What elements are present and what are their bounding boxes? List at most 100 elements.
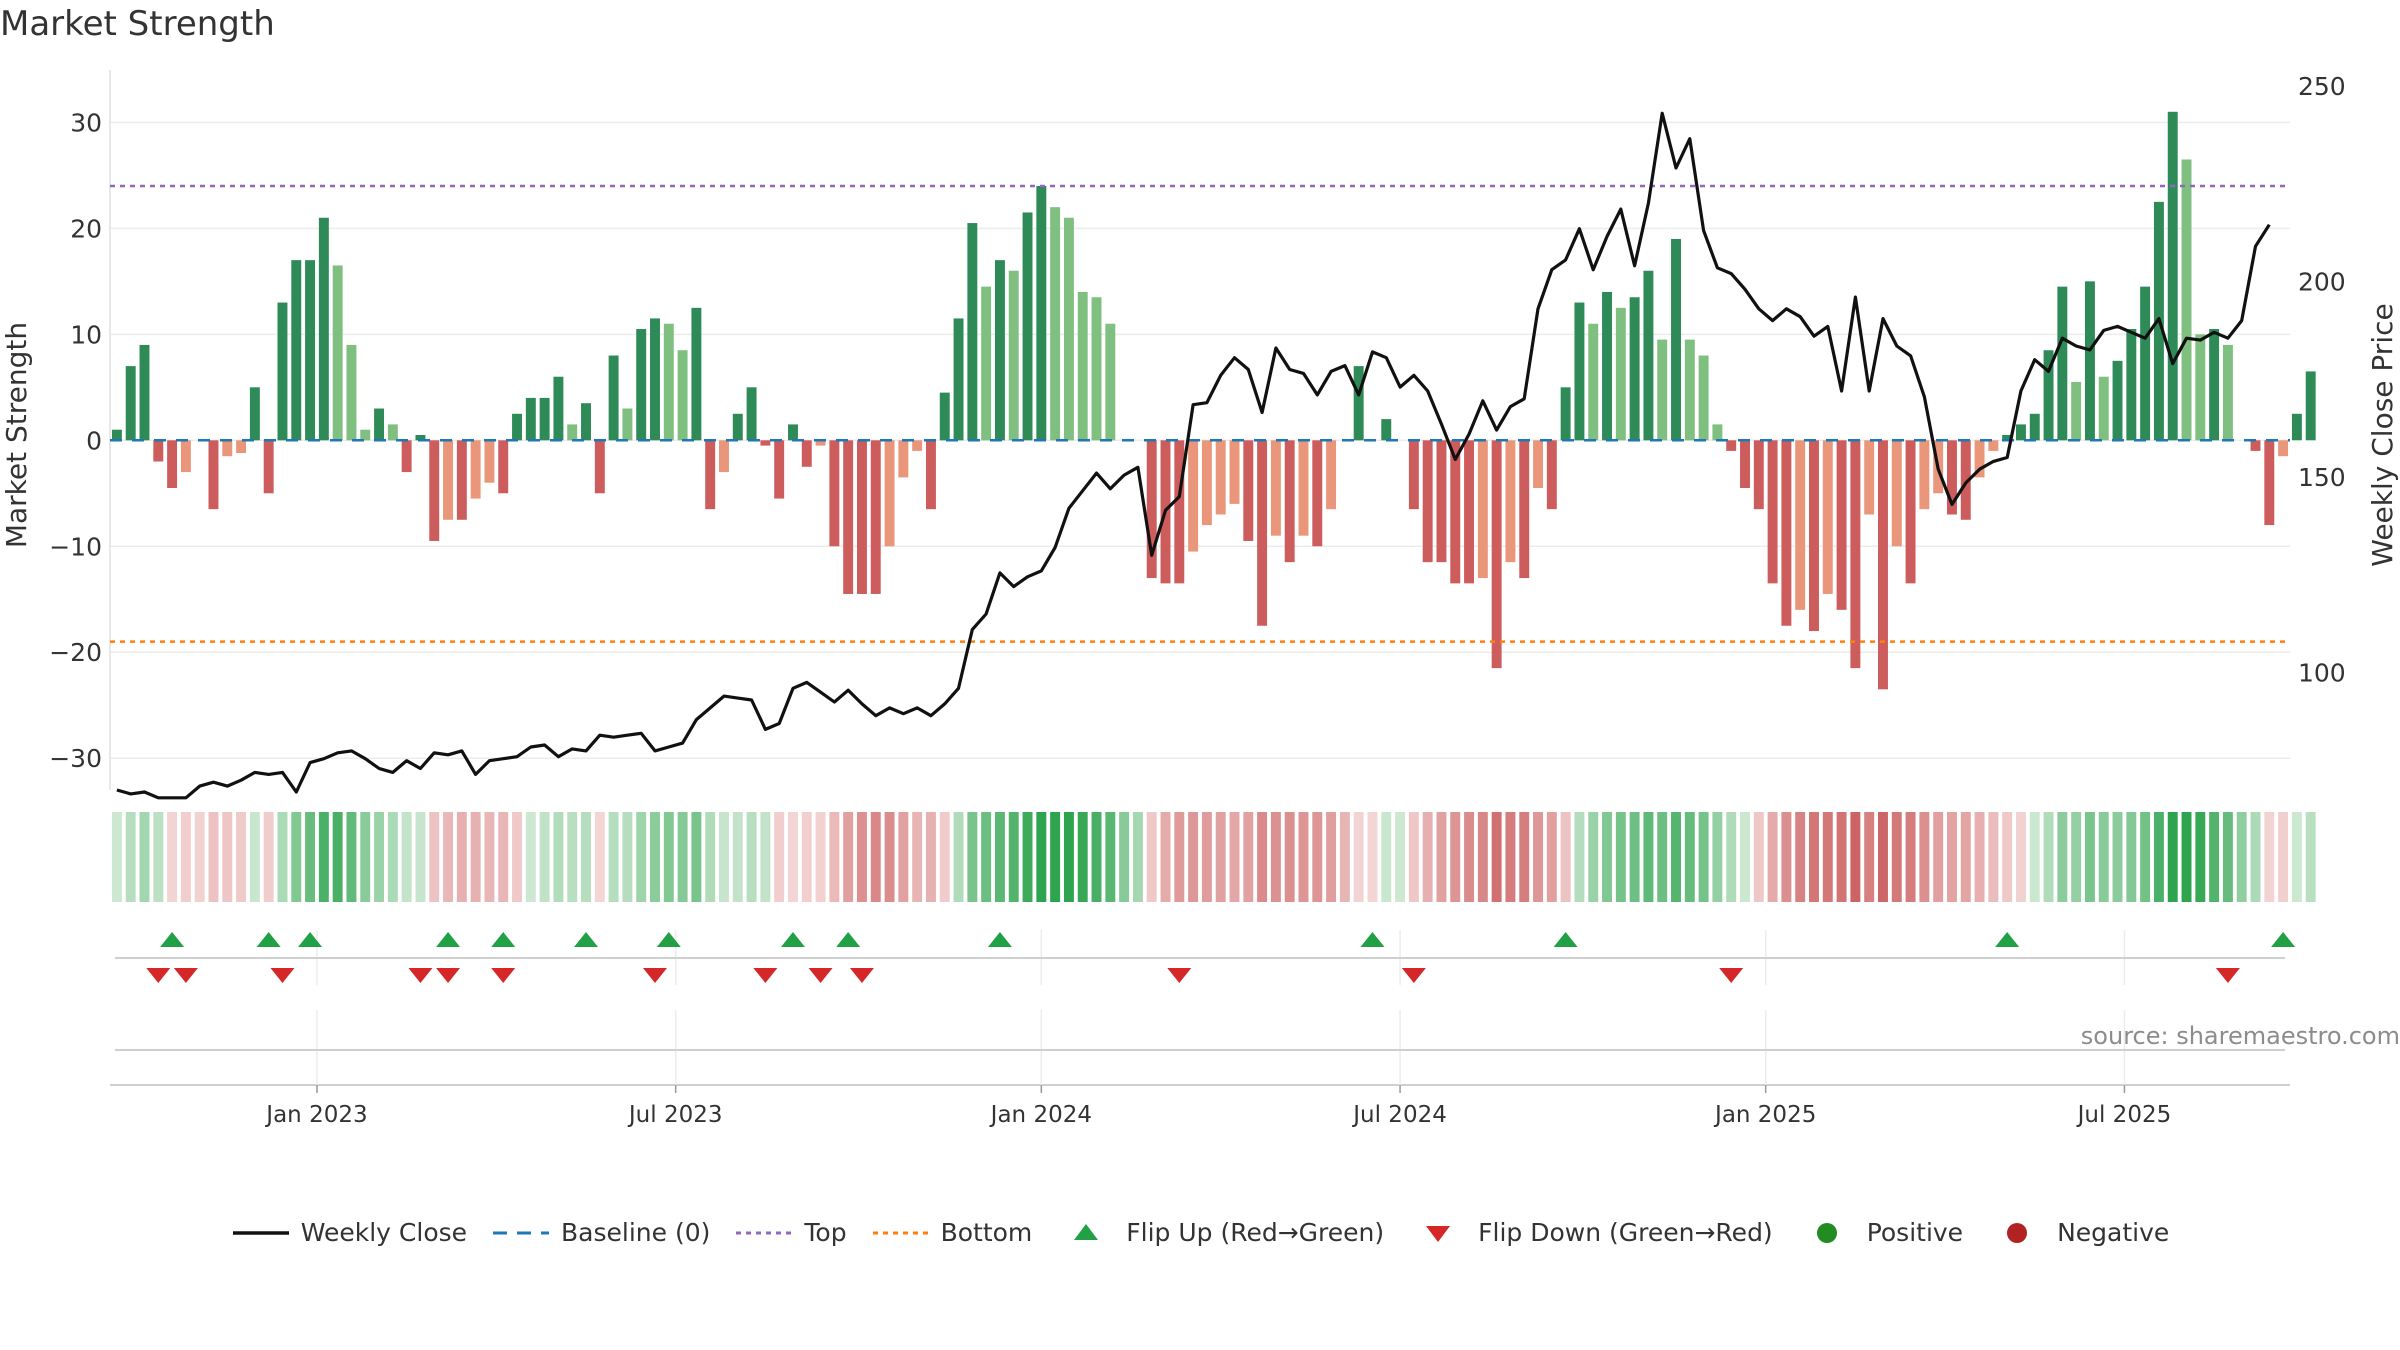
bar-negative — [1988, 440, 1999, 451]
heat-cell — [1464, 812, 1475, 902]
bar-positive — [1643, 270, 1654, 441]
bar-positive — [360, 429, 371, 441]
weekly-close-line — [116, 111, 2271, 800]
heat-cell — [1284, 812, 1295, 902]
flip-down-marker — [808, 968, 833, 983]
bar-negative — [594, 440, 605, 494]
heat-cell — [2264, 812, 2275, 902]
heat-cell — [1809, 812, 1819, 902]
heat-cell — [815, 812, 826, 902]
heat-cell — [732, 812, 743, 902]
x-tick-label: Jul 2024 — [1351, 1102, 1447, 1128]
y-tick-label: −30 — [49, 744, 102, 773]
legend-item: Weekly Close — [231, 1218, 467, 1247]
y2-tick-label: 200 — [2298, 267, 2346, 296]
flip-down-marker — [270, 968, 295, 983]
heat-cell — [1022, 812, 1033, 902]
bar-positive — [2305, 371, 2316, 441]
bar-positive — [512, 413, 522, 441]
heat-cell — [456, 812, 467, 902]
heat-cell — [1795, 812, 1806, 902]
heat-cell — [111, 812, 122, 902]
bar-positive — [139, 344, 150, 441]
bar-negative — [429, 440, 440, 541]
bar-negative — [1781, 440, 1792, 626]
heat-cell — [1643, 812, 1654, 902]
flip-up-marker — [436, 932, 461, 947]
heat-cell — [1132, 812, 1143, 902]
bar-positive — [967, 223, 978, 441]
legend-item: Baseline (0) — [491, 1218, 710, 1247]
heat-cell — [1546, 812, 1557, 902]
heat-cell — [870, 812, 881, 902]
bar-positive — [2043, 350, 2054, 441]
heat-cell — [2195, 812, 2206, 902]
heat-cell — [1740, 812, 1750, 902]
bar-positive — [2057, 286, 2068, 441]
bar-negative — [1878, 440, 1888, 690]
bar-positive — [788, 424, 798, 441]
heat-cell — [1050, 812, 1061, 902]
heat-cell — [719, 812, 729, 902]
flip-up-marker — [1995, 932, 2020, 947]
bar-negative — [401, 440, 412, 473]
bar-positive — [1063, 217, 1074, 441]
legend-label: Weekly Close — [300, 1218, 468, 1247]
heat-cell — [1243, 812, 1254, 902]
heat-cell — [953, 812, 964, 902]
legend-item: Flip Up (Red→Green) — [1056, 1218, 1384, 1247]
flip-up-marker — [256, 932, 281, 947]
heat-cell — [180, 812, 191, 902]
flip-up-marker — [836, 932, 861, 947]
bar-positive — [374, 408, 385, 441]
baseline-swatch-icon — [491, 1220, 561, 1246]
heat-cell — [829, 812, 840, 902]
heat-cell — [1270, 812, 1281, 902]
legend-label: Flip Up (Red→Green) — [1126, 1218, 1385, 1247]
heat-cell — [884, 812, 895, 902]
heat-cell — [994, 812, 1005, 902]
bar-positive — [1381, 419, 1392, 441]
bar-positive — [650, 318, 660, 441]
heat-cell — [2057, 812, 2068, 902]
heat-cell — [1671, 812, 1681, 902]
x-tick-label: Jul 2025 — [2076, 1102, 2172, 1128]
heat-cell — [167, 812, 178, 902]
heat-cell — [1905, 812, 1916, 902]
x-tick-label: Jan 2023 — [264, 1102, 367, 1128]
heat-cell — [374, 812, 385, 902]
heat-cell — [2098, 812, 2109, 902]
bar-negative — [1505, 440, 1516, 563]
heat-cell — [222, 812, 233, 902]
heat-cell — [2084, 812, 2095, 902]
bar-positive — [2222, 344, 2233, 441]
flip-up-marker — [1553, 932, 1578, 947]
bar-positive — [277, 302, 288, 441]
bar-positive — [1671, 238, 1681, 441]
bar-positive — [2029, 413, 2040, 441]
bar-positive — [125, 366, 136, 441]
bar-positive — [1353, 366, 1364, 441]
heat-cell — [2029, 812, 2040, 902]
heat-cell — [1781, 812, 1792, 902]
negative-dot-icon — [1987, 1220, 2057, 1246]
bar-positive — [2140, 286, 2151, 441]
heat-cell — [1960, 812, 1971, 902]
bar-negative — [180, 440, 191, 473]
bar-positive — [318, 217, 329, 441]
heat-cell — [622, 812, 633, 902]
heat-cell — [1381, 812, 1392, 902]
bar-negative — [815, 440, 826, 446]
heat-cell — [1850, 812, 1861, 902]
heat-cell — [2140, 812, 2151, 902]
flip-up-marker — [987, 932, 1012, 947]
bottom-swatch-icon — [871, 1220, 941, 1246]
bar-negative — [719, 440, 729, 473]
heat-cell — [912, 812, 923, 902]
flip-down-marker — [643, 968, 667, 983]
heat-cell — [981, 812, 992, 902]
bar-positive — [1036, 185, 1047, 441]
bar-positive — [622, 408, 633, 441]
legend-label: Positive — [1866, 1218, 1964, 1247]
